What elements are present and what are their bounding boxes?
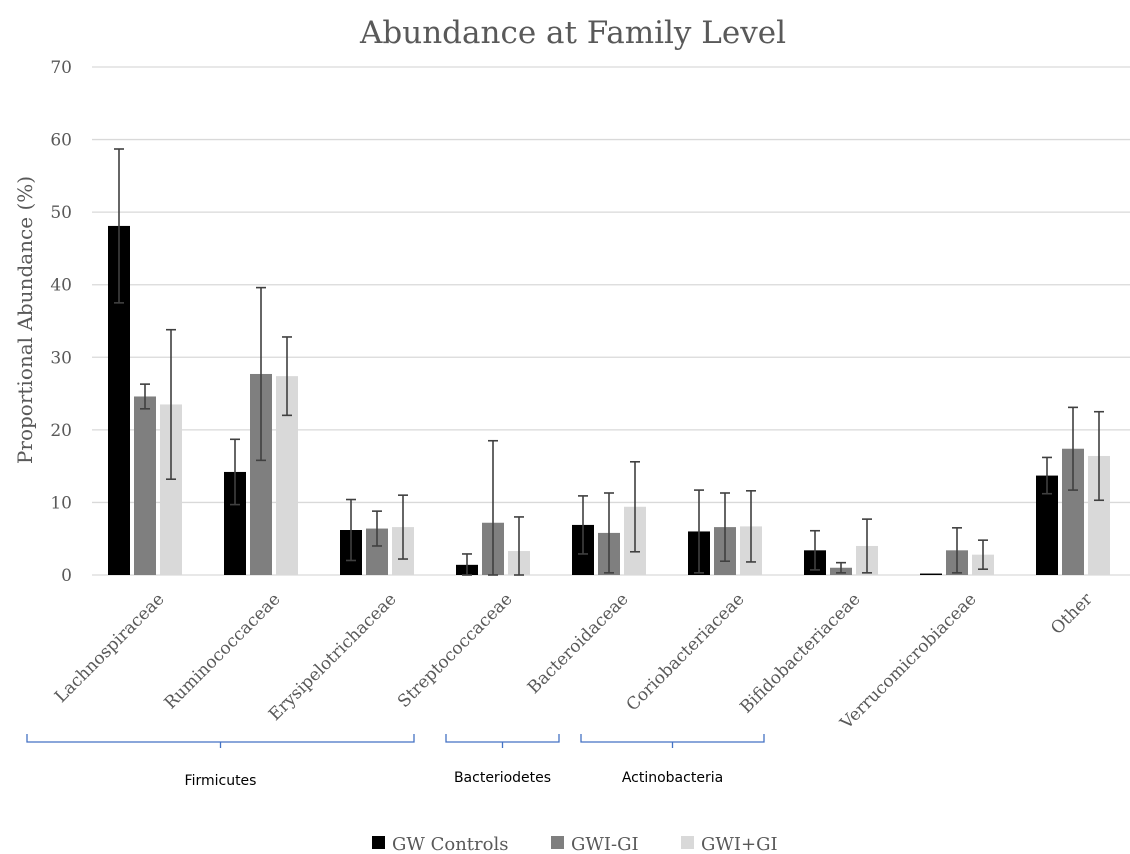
bar — [108, 225, 130, 575]
x-tick-label: Erysipelotrichaceae — [265, 589, 401, 725]
legend-swatch — [372, 836, 385, 849]
bar — [160, 404, 182, 575]
phylum-group-brackets: Firmicutes Bacteriodetes Actinobacteria — [26, 734, 765, 789]
y-axis-label: Proportional Abundance (%) — [13, 176, 37, 464]
chart-title: Abundance at Family Level — [359, 15, 786, 51]
legend-label: GWI-GI — [571, 834, 639, 854]
bar — [224, 471, 246, 575]
y-tick-labels: 0 10 20 30 40 50 60 70 — [50, 58, 72, 586]
x-tick-label: Other — [1047, 589, 1097, 639]
gridlines — [92, 66, 1130, 576]
y-tick-label: 0 — [61, 566, 72, 586]
legend-swatch — [681, 836, 694, 849]
y-tick-label: 10 — [50, 493, 72, 513]
group-label: Firmicutes — [185, 773, 257, 789]
legend-swatch — [551, 836, 564, 849]
legend-label: GWI+GI — [701, 834, 778, 854]
x-tick-label: Bacteroidaceae — [524, 589, 633, 698]
legend-label: GW Controls — [392, 834, 508, 854]
group-bracket — [445, 734, 560, 748]
y-tick-label: 70 — [50, 58, 72, 78]
bar — [276, 376, 298, 575]
y-tick-label: 60 — [50, 131, 72, 151]
bar — [920, 573, 942, 575]
y-tick-label: 20 — [50, 421, 72, 441]
group-bracket — [580, 734, 765, 748]
bar — [366, 528, 388, 575]
error-bars — [114, 148, 1104, 576]
x-tick-label: Bifidobacteriaceae — [736, 589, 864, 717]
y-tick-label: 50 — [50, 203, 72, 223]
x-tick-label: Lachnospiraceae — [51, 589, 169, 707]
bar — [1062, 448, 1084, 575]
x-tick-label: Ruminococcaceae — [161, 589, 285, 713]
bar — [1088, 455, 1110, 575]
group-label: Bacteriodetes — [454, 770, 551, 786]
group-bracket — [26, 734, 415, 748]
x-tick-label: Coriobacteriaceae — [623, 589, 749, 715]
bar — [250, 373, 272, 575]
x-tick-label: Streptococcaceae — [394, 589, 517, 712]
y-tick-label: 30 — [50, 348, 72, 368]
x-tick-label: Verrucomicrobiaceae — [836, 589, 981, 734]
x-tick-labels: LachnospiraceaeRuminococcaceaeErysipelot… — [51, 589, 1097, 734]
legend: GW Controls GWI-GI GWI+GI — [372, 834, 778, 854]
bar — [1036, 475, 1058, 575]
bar — [134, 396, 156, 575]
y-tick-label: 40 — [50, 276, 72, 296]
group-label: Actinobacteria — [622, 770, 723, 786]
